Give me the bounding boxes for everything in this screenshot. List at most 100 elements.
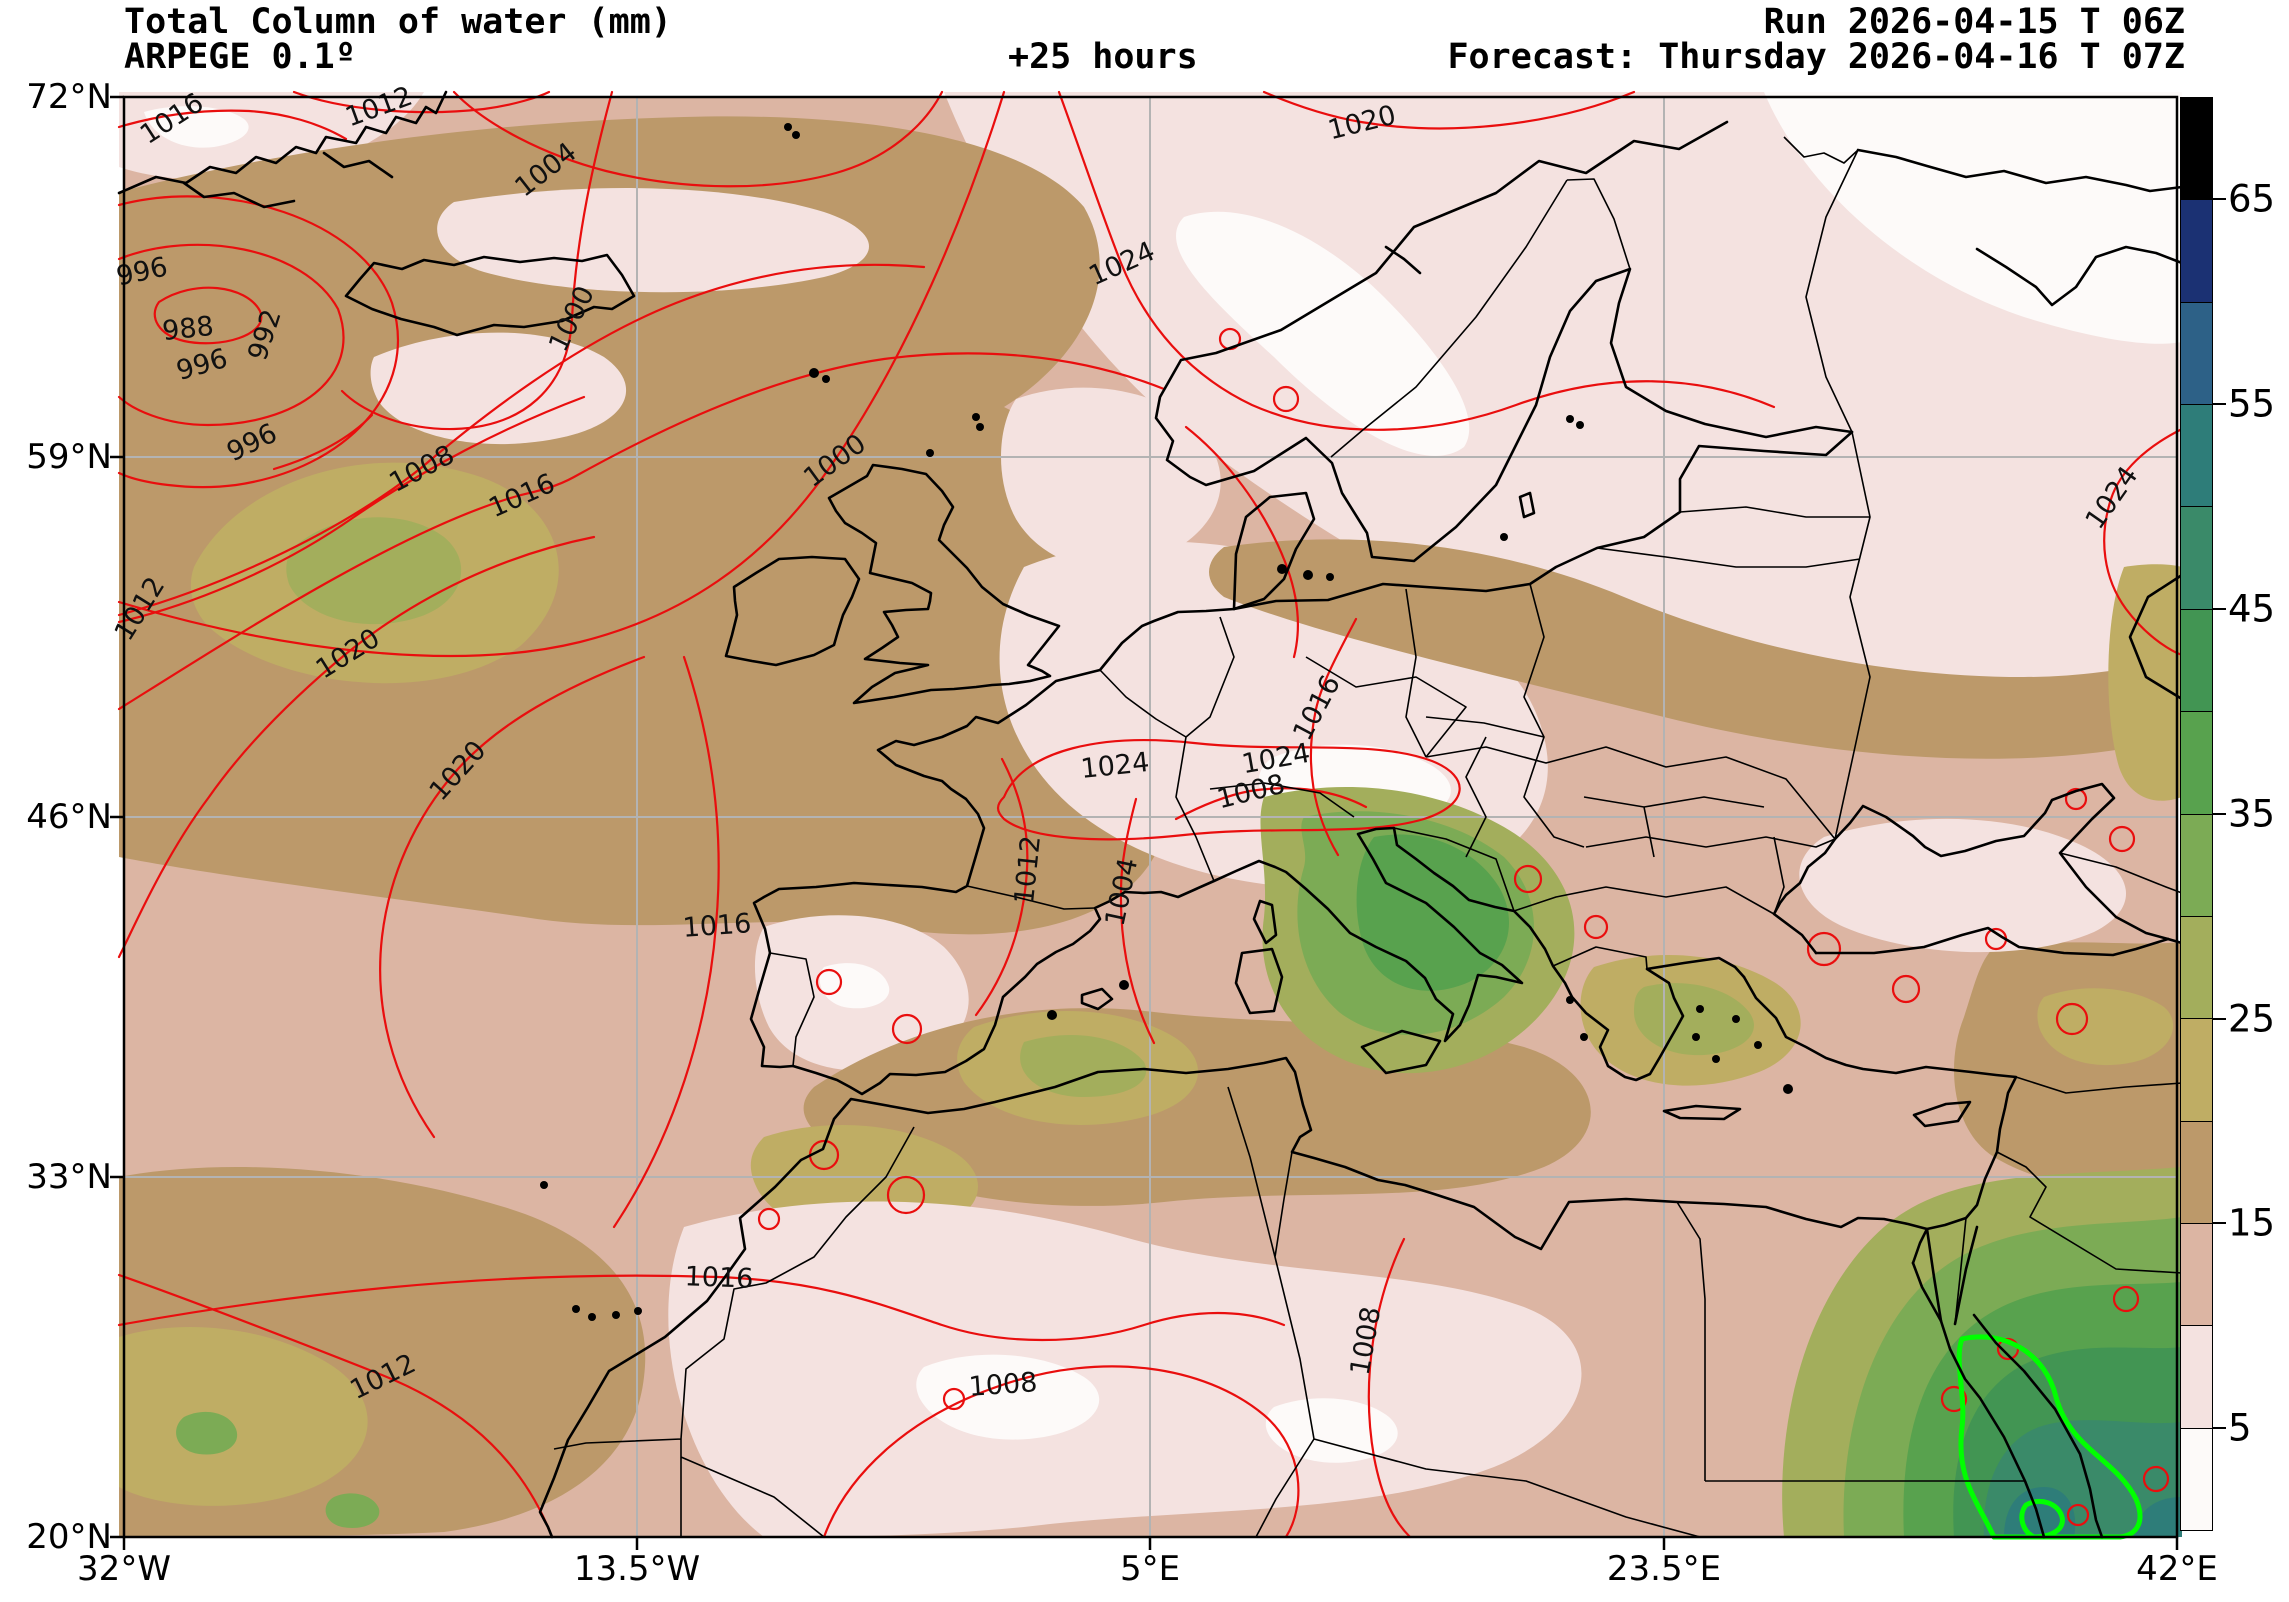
colorbar-tick-mark	[2213, 608, 2226, 610]
lat-tick-label: 33°N	[26, 1157, 112, 1197]
country-borders	[553, 136, 2183, 1538]
fill-region	[916, 1354, 1100, 1440]
isobar-loop	[942, 1387, 966, 1411]
isobar-loop	[2142, 1465, 2170, 1493]
isobar-loop	[1891, 974, 1921, 1004]
coastline-path	[117, 90, 448, 195]
border-path	[553, 1126, 915, 1538]
isobar-path	[117, 1274, 1286, 1342]
colorbar-tick-label: 35	[2228, 792, 2276, 836]
isobar-path	[379, 655, 646, 1139]
coastline-path	[1384, 245, 1422, 275]
lat-tick-label: 72°N	[26, 77, 112, 117]
isobar-path	[117, 535, 596, 959]
isobar-loop	[757, 1207, 781, 1231]
fill-region	[1209, 539, 2182, 759]
isobar-loop	[2108, 825, 2136, 853]
colorbar-segment	[2181, 98, 2212, 201]
run-label: Run 2026-04-15 T 06Z	[1763, 2, 2185, 42]
isobar-path	[117, 90, 1006, 658]
fill-region	[1020, 1034, 1147, 1097]
isobar-path	[612, 655, 720, 1229]
fill-region	[325, 1493, 380, 1528]
isobar-loop	[1806, 931, 1842, 967]
border-path	[1099, 616, 1487, 882]
isobar-path	[117, 263, 926, 617]
isobar-path	[1057, 90, 1776, 431]
coastline-path	[724, 555, 861, 667]
colorbar-segment	[2181, 405, 2212, 508]
island-outlines	[1080, 491, 1972, 1128]
lon-tick-label: 23.5°E	[1606, 1549, 1722, 1589]
fill-region	[2108, 564, 2182, 801]
colorbar-segment	[2181, 1326, 2212, 1429]
colorbar-tick-label: 45	[2228, 587, 2276, 631]
fill-region	[119, 116, 1162, 935]
fill-region	[1954, 942, 2182, 1188]
isobar-label: 1016	[684, 1261, 754, 1294]
isobar-label: 1008	[968, 1367, 1039, 1403]
isobar-loop	[2064, 787, 2088, 811]
isobar-path	[974, 757, 1029, 1017]
isobar-label: 1012	[1009, 834, 1047, 906]
model-label: ARPEGE 0.1º	[124, 37, 356, 77]
coastline-path	[1975, 245, 2184, 307]
fill-region	[119, 1327, 368, 1506]
isobar-path	[117, 1273, 554, 1539]
colorbar-tick-label: 65	[2228, 177, 2276, 221]
border-path	[1330, 136, 1859, 458]
colorbar-segment	[2181, 609, 2212, 713]
colorbar	[2180, 97, 2213, 1531]
isobar-loop	[886, 1175, 926, 1215]
colorbar-tick-mark	[2213, 813, 2226, 815]
page-title: Total Column of water (mm)	[124, 2, 672, 42]
lat-tick-label: 46°N	[26, 797, 112, 837]
coastline-path	[182, 151, 394, 209]
isobar-loop	[2055, 1002, 2089, 1036]
fill-region	[176, 1411, 238, 1455]
map-frame	[122, 95, 2179, 1539]
isobar-path	[1184, 425, 1300, 659]
isobar-label: 988	[161, 311, 216, 347]
graticule-gridlines	[124, 97, 2177, 1537]
isobar-path	[153, 286, 263, 345]
isobar-loop	[2112, 1285, 2140, 1313]
moisture-highlight-contour	[1956, 1334, 2143, 1540]
fill-region	[286, 517, 462, 625]
coastline-path	[1772, 782, 2184, 955]
isobar-path	[117, 109, 348, 141]
coastline-path	[749, 430, 1854, 1096]
colorbar-tick-label: 25	[2228, 997, 2276, 1041]
isobar-path	[117, 395, 586, 624]
colorbar-tick-mark	[2213, 1018, 2226, 1020]
coastline-path	[344, 253, 636, 337]
lead-time-label: +25 hours	[1008, 37, 1198, 77]
lon-tick-label: 42°E	[2136, 1549, 2218, 1589]
lon-tick-label: 5°E	[1119, 1549, 1181, 1589]
colorbar-segment	[2181, 712, 2212, 815]
lon-tick-label: 32°W	[77, 1549, 171, 1589]
colorbar-tick-label: 5	[2228, 1406, 2252, 1450]
fill-region	[144, 106, 249, 148]
colorbar-tick-mark	[2213, 403, 2226, 405]
isobar-loop	[1583, 914, 1609, 940]
fill-region	[1764, 92, 2182, 344]
border-path	[769, 885, 1096, 1067]
colorbar-segment	[2181, 1019, 2212, 1122]
coastline-path	[1154, 120, 1854, 563]
forecast-label: Forecast: Thursday 2026-04-16 T 07Z	[1447, 37, 2185, 77]
colorbar-tick-label: 15	[2228, 1201, 2276, 1245]
isobar-path	[272, 413, 374, 471]
isobar-path	[1174, 787, 1368, 821]
small-islands	[540, 123, 1793, 1321]
fill-region	[1176, 211, 1470, 456]
border-path	[1305, 583, 1836, 915]
axis-tick-marks	[110, 95, 2179, 1550]
colorbar-tick-mark	[2213, 1427, 2226, 1429]
fill-region	[437, 188, 869, 293]
colorbar-segment	[2181, 814, 2212, 917]
isobar-loop	[891, 1013, 923, 1045]
border-path	[1227, 1086, 1701, 1538]
coastline-path	[1232, 491, 1316, 611]
